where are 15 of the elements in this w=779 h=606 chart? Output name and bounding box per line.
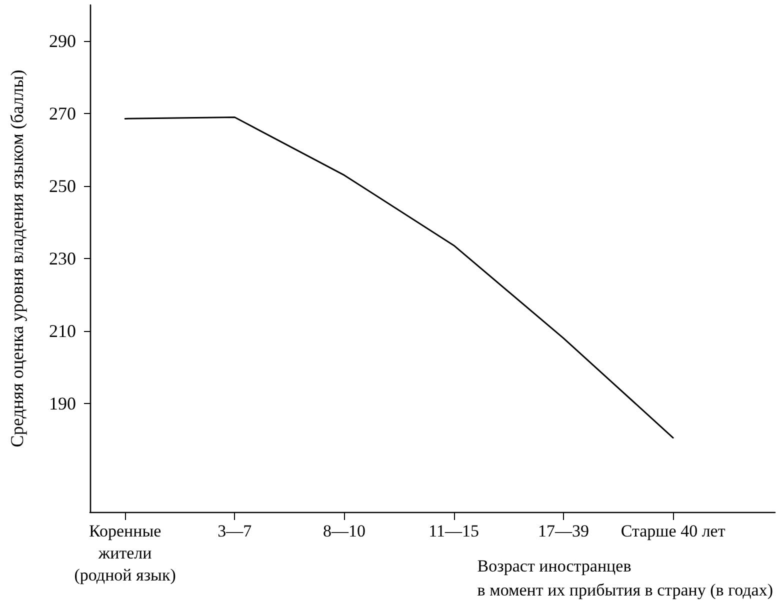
y-tick-label: 250	[49, 176, 76, 196]
y-tick-label: 290	[49, 31, 76, 52]
y-tick-label: 210	[49, 320, 76, 341]
y-tick-label: 230	[49, 248, 76, 268]
x-axis-title: Возраст иностранцев в момент их прибытия в страну (в годах)	[477, 556, 774, 600]
line-series	[124, 116, 674, 439]
y-axis-title: Средняя оценка уровня владения языком (баллы)	[7, 70, 27, 448]
x-tick-label: 11—15	[428, 522, 480, 540]
x-tick-label: 8—10	[323, 522, 366, 540]
x-tick-label: Старше 40 лет	[620, 522, 726, 540]
y-tick-label: 190	[49, 393, 76, 414]
x-tick-label: 3—7	[218, 522, 252, 540]
x-tick-label: Коренные жители (родной язык)	[74, 522, 176, 584]
x-tick-label: 17—39	[538, 522, 589, 540]
y-tick-label: 270	[49, 104, 76, 124]
